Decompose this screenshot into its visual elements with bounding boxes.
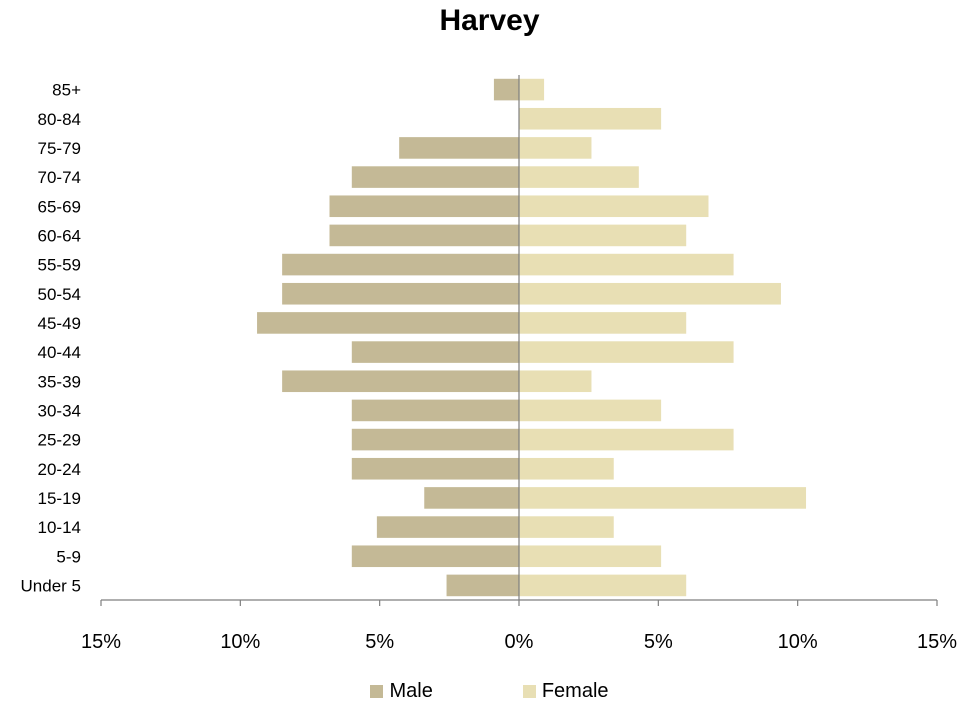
- bar-male-under-5: [446, 574, 519, 597]
- category-label: 35-39: [38, 372, 81, 391]
- x-tick-label: 10%: [778, 631, 818, 653]
- category-label: 50-54: [38, 285, 81, 304]
- bar-male-20-24: [351, 457, 519, 480]
- bar-male-25-29: [351, 428, 519, 451]
- x-tick-label: 15%: [81, 631, 121, 653]
- category-label: 40-44: [38, 343, 81, 362]
- bar-female-85plus: [519, 78, 545, 101]
- bar-male-55-59: [282, 253, 519, 276]
- bar-male-30-34: [351, 399, 519, 422]
- x-tick-label: 5%: [644, 631, 673, 653]
- chart-legend: Male Female: [0, 680, 979, 703]
- bar-female-under-5: [519, 574, 687, 597]
- category-label: 65-69: [38, 197, 81, 216]
- bar-female-35-39: [519, 370, 592, 393]
- bar-male-50-54: [282, 282, 519, 305]
- bar-male-70-74: [351, 166, 519, 188]
- bar-female-30-34: [519, 399, 662, 422]
- legend-item-male: Male: [370, 680, 433, 703]
- bar-female-25-29: [519, 428, 734, 451]
- category-label: 85+: [52, 81, 81, 100]
- legend-swatch-male: [370, 685, 384, 698]
- category-label: 30-34: [38, 401, 81, 420]
- x-tick-label: 10%: [220, 631, 260, 653]
- x-tick-label: 0%: [505, 631, 534, 653]
- chart-title: Harvey: [439, 4, 540, 37]
- category-label: 70-74: [38, 168, 81, 187]
- bar-male-5-9: [351, 545, 519, 568]
- bar-female-10-14: [519, 516, 614, 538]
- bar-female-65-69: [519, 195, 709, 218]
- category-label: 75-79: [38, 139, 81, 158]
- category-label: 45-49: [38, 314, 81, 333]
- bar-female-45-49: [519, 312, 687, 334]
- bar-male-10-14: [376, 516, 519, 538]
- category-label: 5-9: [56, 547, 81, 566]
- bar-male-15-19: [424, 487, 519, 509]
- bar-female-55-59: [519, 253, 734, 276]
- bar-female-75-79: [519, 137, 592, 159]
- category-label: Under 5: [21, 576, 81, 595]
- bar-female-5-9: [519, 545, 662, 568]
- category-label: 55-59: [38, 256, 81, 275]
- bar-male-35-39: [282, 370, 519, 393]
- category-label: 80-84: [38, 110, 81, 129]
- category-label: 15-19: [38, 489, 81, 508]
- bar-male-45-49: [257, 312, 519, 334]
- category-label: 10-14: [38, 518, 81, 537]
- bar-female-20-24: [519, 457, 614, 480]
- x-tick-label: 15%: [917, 631, 957, 653]
- bar-female-70-74: [519, 166, 639, 188]
- bar-female-50-54: [519, 282, 781, 305]
- legend-item-female: Female: [522, 680, 609, 703]
- legend-label-male: Male: [389, 680, 433, 702]
- bar-male-40-44: [351, 341, 519, 363]
- x-tick-label: 5%: [365, 631, 394, 653]
- bar-male-75-79: [399, 137, 519, 159]
- bar-female-40-44: [519, 341, 734, 363]
- legend-swatch-female: [522, 685, 536, 698]
- category-label: 60-64: [38, 226, 81, 245]
- category-label: 25-29: [38, 431, 81, 450]
- category-label: 20-24: [38, 460, 81, 479]
- bar-male-85plus: [493, 78, 519, 101]
- legend-label-female: Female: [541, 680, 609, 702]
- bar-female-80-84: [519, 107, 662, 130]
- bar-female-15-19: [519, 487, 807, 509]
- bar-female-60-64: [519, 224, 687, 247]
- bar-male-60-64: [329, 224, 519, 247]
- bar-male-65-69: [329, 195, 519, 218]
